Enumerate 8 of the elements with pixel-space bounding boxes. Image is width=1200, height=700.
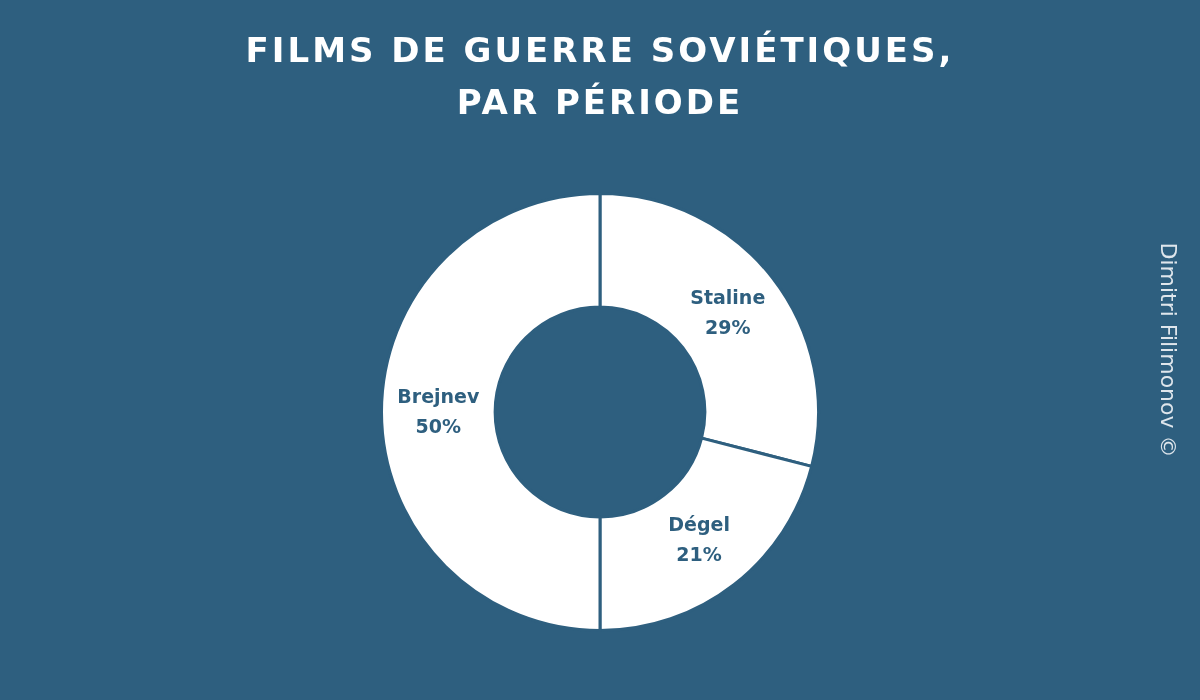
text: Dimitri Filimonov © [1155,242,1181,458]
chart-title: FILMS DE GUERRE SOVIÉTIQUES, PAR PÉRIODE [244,29,956,124]
slice-label: Brejnev [397,384,480,407]
slice-label: Dégel [668,512,730,535]
data-label: 21% [676,542,722,565]
data-label: 29% [705,315,751,338]
data-label: 50% [415,414,462,437]
slice-label: Staline [690,285,766,308]
